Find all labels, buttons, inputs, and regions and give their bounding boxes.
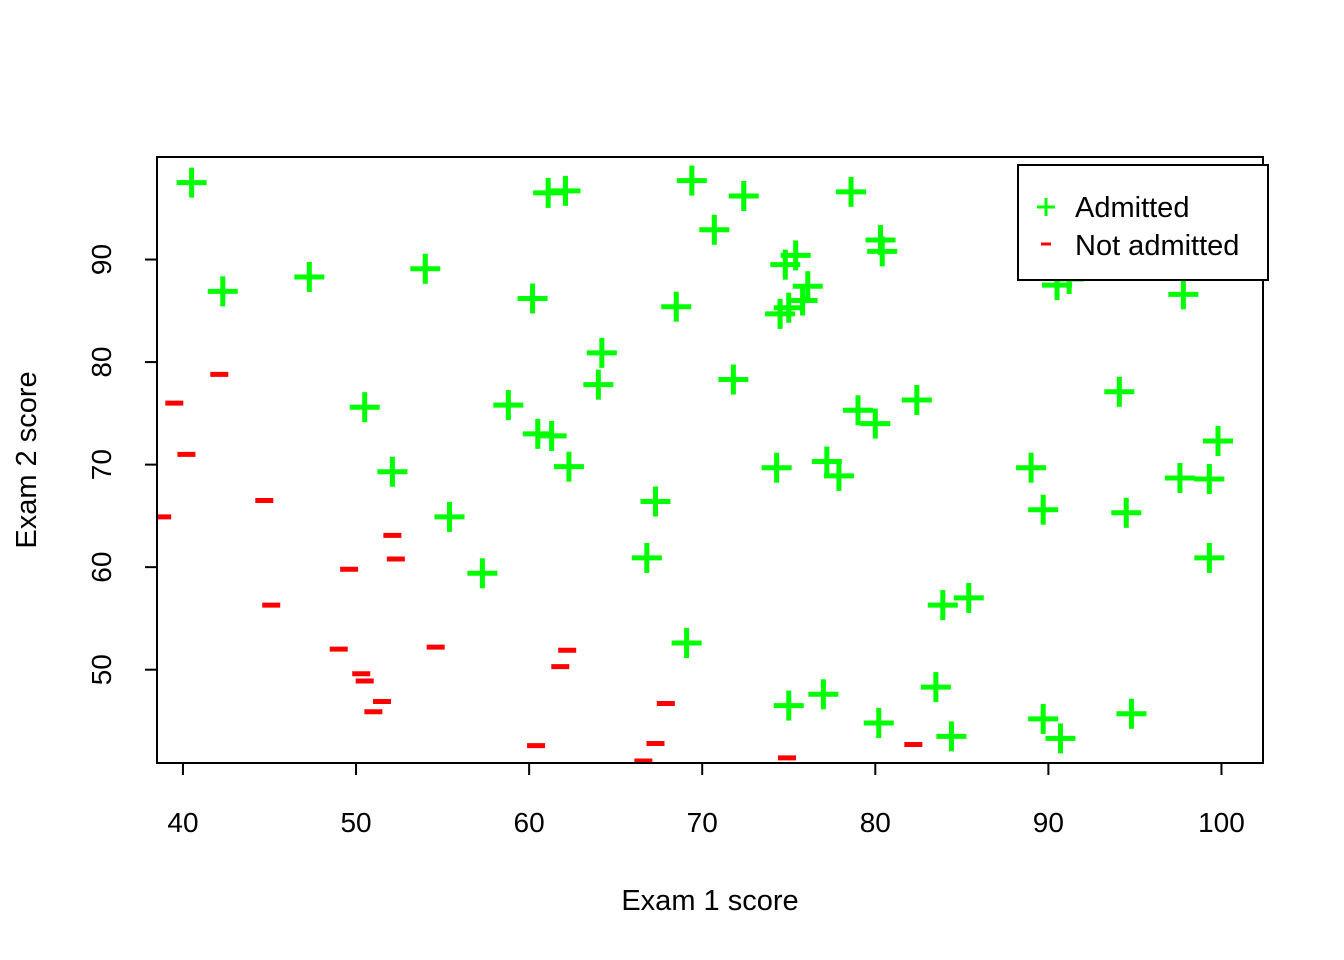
admitted-point [377, 456, 408, 487]
admitted-point [920, 672, 951, 703]
x-tick-label: 50 [340, 807, 371, 838]
admitted-point [787, 285, 818, 316]
admitted-point [1202, 426, 1233, 457]
admitted-point [294, 261, 325, 292]
admitted-point [1116, 698, 1147, 729]
y-axis: 50 60 70 80 90 [86, 244, 158, 685]
admitted-point [631, 542, 662, 573]
admitted-point [863, 708, 894, 739]
y-tick-label: 90 [86, 244, 117, 275]
admitted-point [1028, 703, 1059, 734]
y-tick-label: 80 [86, 346, 117, 377]
admitted-point [586, 337, 617, 368]
admitted-point [1104, 376, 1135, 407]
admitted-point [550, 175, 581, 206]
admitted-point [927, 590, 958, 621]
admitted-point [842, 395, 873, 426]
y-tick-label: 50 [86, 654, 117, 685]
admitted-point [1194, 463, 1225, 494]
admitted-point [676, 165, 707, 196]
x-tick-label: 40 [167, 807, 198, 838]
admitted-point [493, 390, 524, 421]
admitted-point [517, 283, 548, 314]
x-axis-title: Exam 1 score [621, 885, 798, 917]
admitted-point [1194, 542, 1225, 573]
admitted-point [1016, 452, 1047, 483]
data-points [157, 165, 1233, 763]
admitted-point [661, 291, 692, 322]
admitted-point [1045, 723, 1076, 754]
admitted-point [867, 236, 898, 267]
admitted-point [836, 176, 867, 207]
admitted-point [536, 420, 567, 451]
admitted-point [671, 628, 702, 659]
x-axis: 40 50 60 70 80 90 100 [167, 762, 1245, 838]
admitted-point [773, 292, 804, 323]
legend-admitted-marker [1037, 198, 1055, 216]
admitted-point [780, 240, 811, 271]
admitted-point [207, 276, 238, 307]
admitted-point [1111, 497, 1142, 528]
y-tick-label: 60 [86, 552, 117, 583]
admitted-point [1028, 494, 1059, 525]
admitted-point [640, 486, 671, 517]
admitted-point [699, 214, 730, 245]
legend: Admitted Not admitted [1017, 164, 1269, 281]
x-tick-label: 70 [687, 807, 718, 838]
admitted-point [761, 452, 792, 483]
x-tick-label: 100 [1198, 807, 1245, 838]
admitted-point [467, 558, 498, 589]
admitted-point [718, 364, 749, 395]
admitted-point [953, 582, 984, 613]
y-tick-label: 70 [86, 449, 117, 480]
y-axis-title: Exam 2 score [11, 371, 43, 548]
admitted-point [808, 679, 839, 710]
series-not-admitted [157, 371, 923, 763]
legend-box [1017, 164, 1269, 281]
admitted-point [1168, 279, 1199, 310]
admitted-point [553, 451, 584, 482]
admitted-point [1164, 462, 1195, 493]
admitted-point [583, 369, 614, 400]
admitted-point [434, 501, 465, 532]
series-admitted [176, 165, 1233, 754]
x-tick-label: 80 [860, 807, 891, 838]
admitted-point [936, 721, 967, 752]
admitted-point [792, 271, 823, 302]
admitted-point [860, 408, 891, 439]
legend-admitted-label: Admitted [1075, 192, 1189, 224]
admitted-point [823, 460, 854, 491]
x-tick-label: 60 [514, 807, 545, 838]
admitted-point [901, 385, 932, 416]
admitted-point [773, 690, 804, 721]
admitted-point [410, 253, 441, 284]
legend-not-admitted-label: Not admitted [1075, 230, 1239, 262]
admitted-point [349, 392, 380, 423]
admitted-point [728, 180, 759, 211]
x-tick-label: 90 [1033, 807, 1064, 838]
admitted-point [176, 167, 207, 198]
